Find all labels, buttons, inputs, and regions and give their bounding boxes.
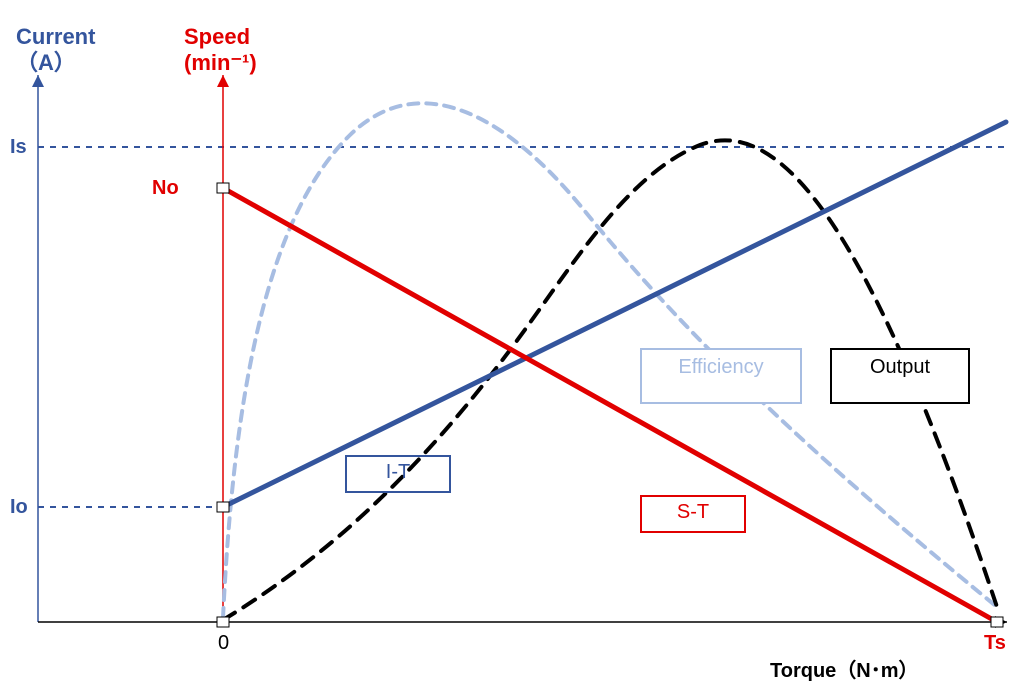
legend-efficiency: Efficiency — [640, 348, 802, 404]
current-label-line1: Current — [16, 24, 95, 49]
speed-axis-label: Speed (min⁻¹) — [184, 24, 257, 77]
tick-no: No — [152, 177, 179, 200]
tick-io: Io — [10, 496, 28, 519]
legend-it: I-T — [345, 455, 451, 493]
tick-ts: Ts — [984, 632, 1006, 655]
chart-svg — [0, 0, 1024, 685]
current-label-line2: （A） — [16, 50, 76, 75]
xaxis-label: Torque（N･m） — [770, 654, 919, 683]
tick-origin: 0 — [218, 632, 229, 655]
xaxis-label-text: Torque（N･m） — [770, 660, 919, 682]
speed-label-line1: Speed — [184, 24, 250, 49]
st-line — [223, 188, 997, 622]
tick-is: Is — [10, 136, 27, 159]
it-line — [223, 122, 1006, 507]
guide-lines — [38, 147, 1006, 507]
current-axis-label: Current （A） — [16, 24, 95, 77]
speed-label-line2: (min⁻¹) — [184, 50, 257, 75]
legend-st: S-T — [640, 495, 746, 533]
motor-performance-chart: Current （A） Speed (min⁻¹) Torque（N･m） Is… — [0, 0, 1024, 685]
legend-output: Output — [830, 348, 970, 404]
